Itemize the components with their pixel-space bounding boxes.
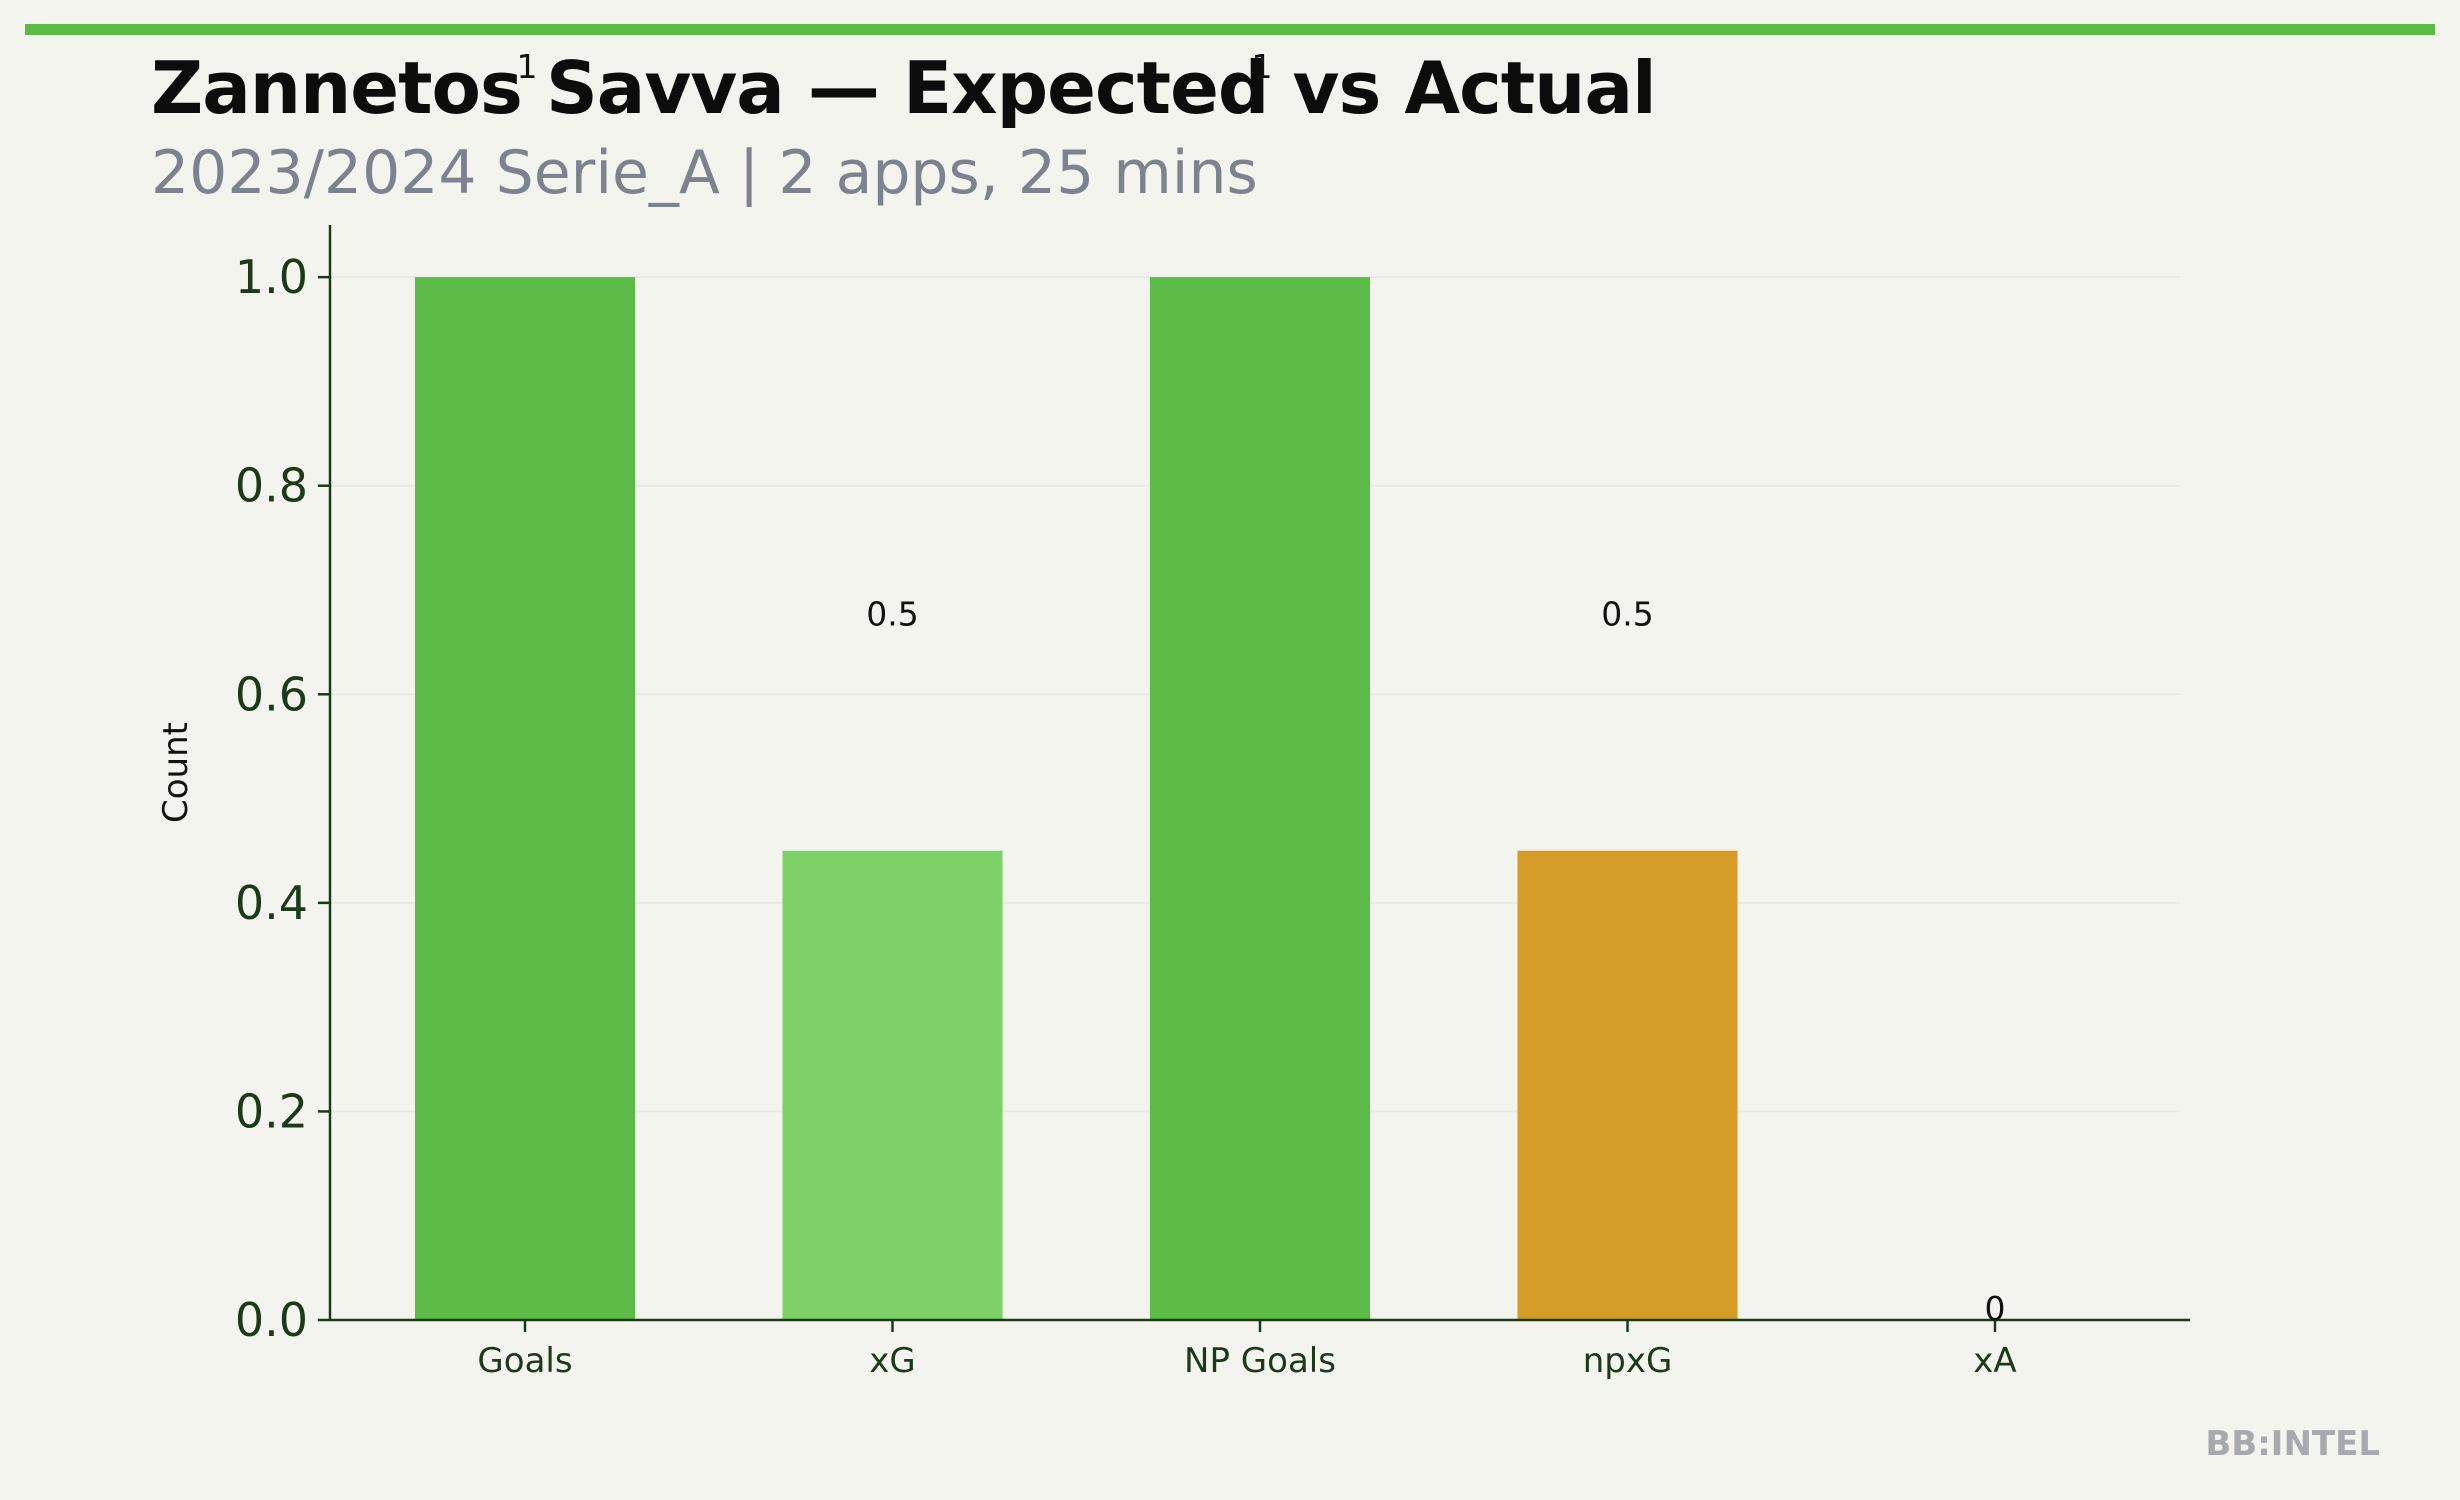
y-tick-label: 0.4 (235, 876, 308, 930)
accent-top-rule (25, 24, 2435, 35)
x-tick-label: NP Goals (1184, 1341, 1336, 1381)
x-tick-label: npxG (1583, 1341, 1673, 1381)
y-tick-label: 0.6 (235, 667, 308, 721)
bar-np-goals (1150, 277, 1370, 1321)
data-label: 0.5 (1601, 594, 1653, 633)
bar-npxg (1517, 850, 1738, 1320)
data-label: 1 (1252, 47, 1273, 86)
bars (415, 277, 1738, 1321)
y-tick-label: 1.0 (235, 250, 308, 304)
y-ticks: 0.0 0.2 0.4 0.6 0.8 1.0 (235, 250, 330, 1347)
bar-xg (782, 850, 1003, 1320)
data-label: 0 (1985, 1289, 2006, 1328)
x-tick-label: xA (1973, 1341, 2016, 1381)
data-label: 0.5 (866, 594, 918, 633)
x-tick-label: xG (869, 1341, 915, 1381)
brand-watermark: BB:INTEL (2205, 1424, 2380, 1464)
bar-goals (415, 277, 635, 1321)
y-tick-label: 0.0 (235, 1293, 308, 1347)
chart-title: Zannetos Savva — Expected vs Actual (151, 46, 1657, 130)
data-label: 1 (517, 47, 538, 86)
x-ticks: Goals xG NP Goals npxG xA (477, 1320, 2017, 1381)
y-tick-label: 0.8 (235, 459, 308, 513)
y-tick-label: 0.2 (235, 1084, 308, 1138)
y-axis-title: Count (156, 722, 196, 823)
chart-subtitle: 2023/2024 Serie_A | 2 apps, 25 mins (151, 138, 1258, 208)
x-tick-label: Goals (477, 1341, 572, 1381)
data-labels: 1 0.5 1 0.5 0 (517, 47, 2006, 1328)
